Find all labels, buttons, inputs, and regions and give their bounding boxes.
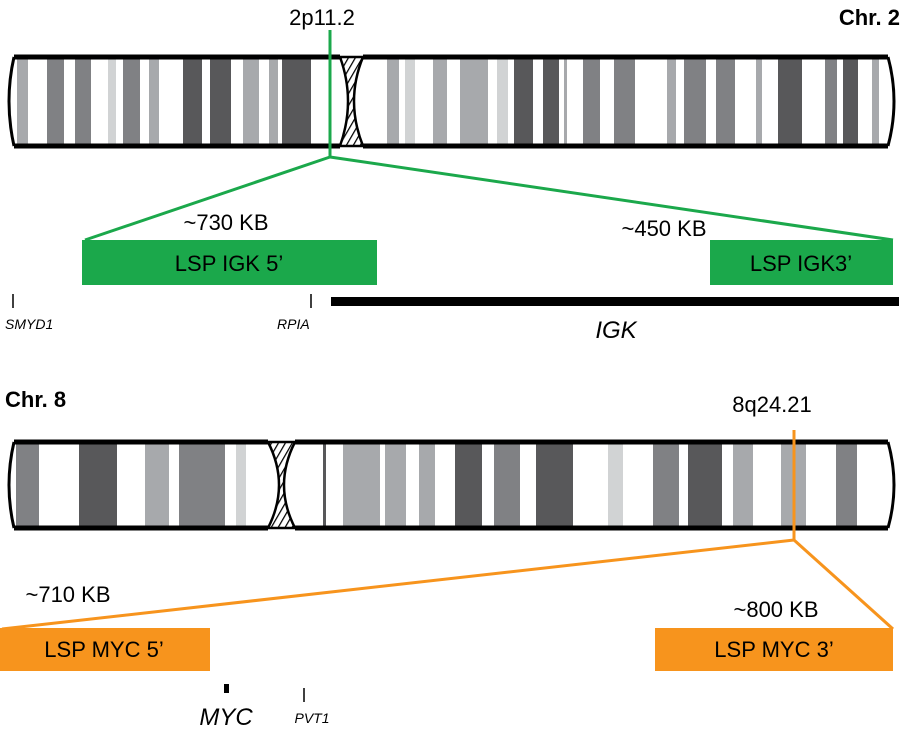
chromosome-band [653,444,679,526]
chromosome-band [323,444,326,526]
chromosome-band [183,59,202,144]
chromosome-band [210,59,231,144]
igk-5-size: ~730 KB [183,210,268,235]
chromosome-band [16,444,39,526]
chromosome-band [536,444,573,526]
chromosome-band [583,59,600,144]
myc-3-size: ~800 KB [733,597,818,622]
chromosome-band [455,444,482,526]
chromosome-band [497,59,508,144]
chromosome-band [872,59,879,144]
pvt1-label: PVT1 [294,710,329,726]
chromosome-band [79,444,117,526]
chr8-title: Chr. 8 [5,387,66,412]
myc-3-label: LSP MYC 3’ [714,637,833,662]
chromosome-band [684,59,706,144]
chromosome-band [733,444,753,526]
igk-label: IGK [595,317,637,344]
chromosome-band [836,444,857,526]
chromosome-band [243,59,259,144]
chromosome-band [419,444,435,526]
chr2-centromere [338,55,365,148]
chromosome-band [514,59,533,144]
myc-5-label: LSP MYC 5’ [44,637,163,662]
chromosome-band [385,444,406,526]
myc-5-probe [0,628,210,671]
chr8-outline [7,439,896,531]
chr2-locus-label: 2p11.2 [289,5,355,30]
igk-gene-bar [331,297,899,306]
chr2-outline [7,54,896,149]
igk-5-probe [82,240,377,285]
chr8-centromere [265,440,298,530]
chromosome-band [47,59,64,144]
chr8-locus-label: 8q24.21 [732,392,812,417]
igk-3-label: LSP IGK3’ [750,251,852,276]
chromosome-band [564,59,567,144]
chr8-bands [16,444,857,526]
chromosome-band [433,59,447,144]
myc-gene-mark [224,684,229,693]
chromosome-band [843,59,858,144]
chromosome-band [269,59,278,144]
chromosome-band [236,444,246,526]
myc-3-probe [655,628,893,671]
chromosome-band [756,59,762,144]
chromosome-band [75,59,91,144]
chromosome-band [825,59,837,144]
chromosome-band [387,59,399,144]
chromosome-band [460,59,488,144]
chromosome-band [778,59,802,144]
chromosome-band [667,59,676,144]
myc-5-size: ~710 KB [25,582,110,607]
chromosome-band [108,59,116,144]
chromosome-band [494,444,520,526]
chr8-probe-map [0,430,895,702]
chromosome-band [179,444,225,526]
myc-label: MYC [199,704,253,731]
chromosome-band [149,59,159,144]
igk-5-label: LSP IGK 5’ [175,251,283,276]
chr2-bands [17,59,879,144]
chromosome-band [608,444,623,526]
chromosome-2 [7,54,896,149]
chromosome-band [282,59,311,144]
chromosome-band [543,59,559,144]
chromosome-band [716,59,735,144]
smyd1-label: SMYD1 [5,316,53,332]
chromosome-band [405,59,415,144]
chromosome-band [614,59,635,144]
chr2-title: Chr. 2 [839,5,900,30]
igk-3-size: ~450 KB [621,216,706,241]
chromosome-band [145,444,169,526]
chromosome-band [17,59,28,144]
igk-3-probe [710,240,893,285]
chromosome-band [123,59,140,144]
chr2-probe-map [12,30,899,308]
rpia-label: RPIA [277,316,310,332]
chromosome-band [688,444,722,526]
chromosome-8 [7,439,896,531]
chromosome-band [343,444,380,526]
